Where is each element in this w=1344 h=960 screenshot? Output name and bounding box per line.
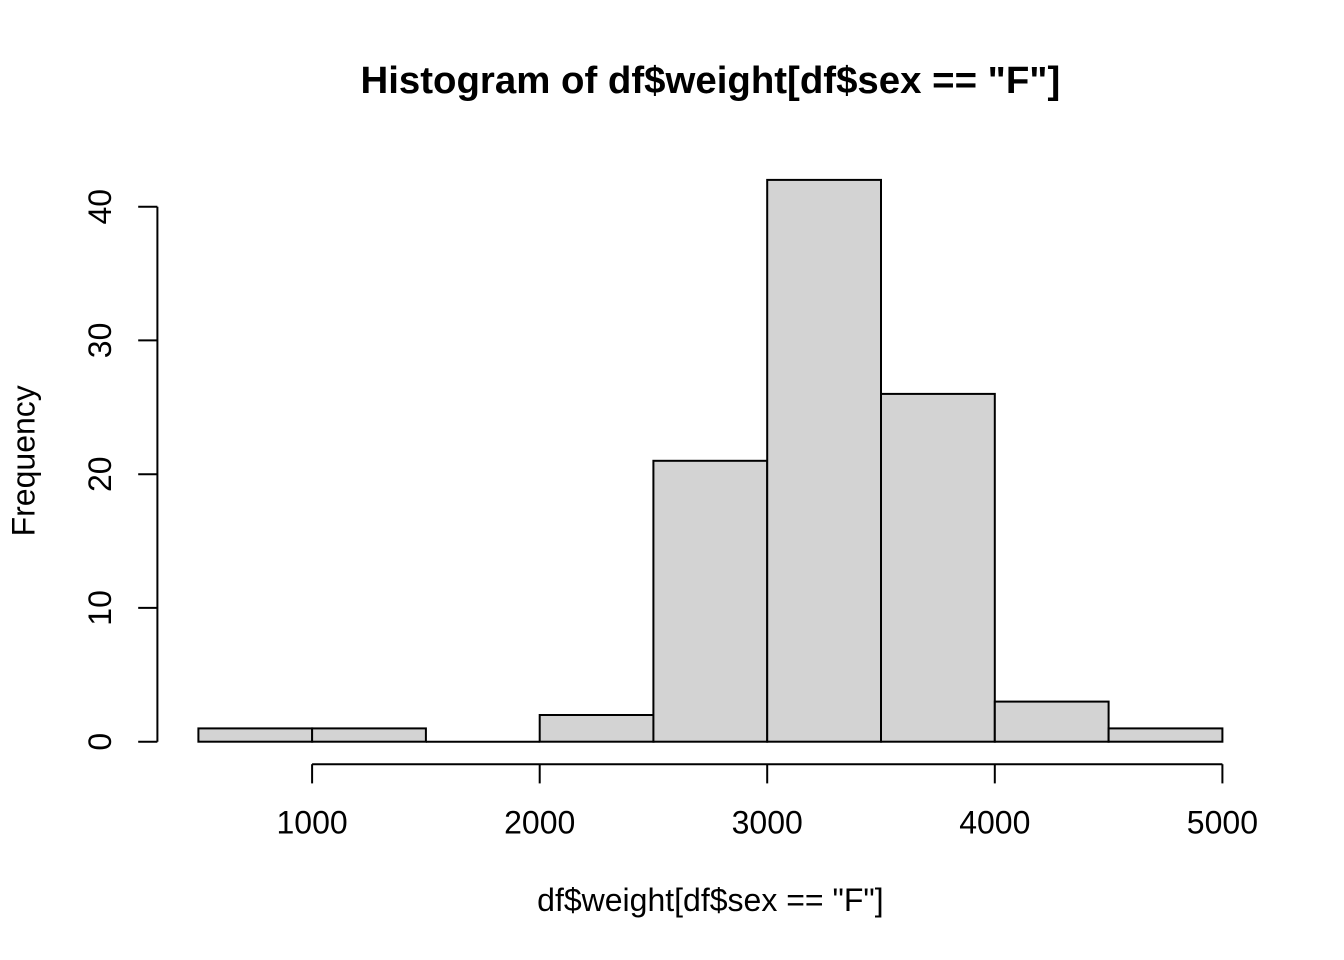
svg-text:Histogram of df$weight[df$sex: Histogram of df$weight[df$sex == "F"] — [360, 59, 1060, 102]
svg-text:4000: 4000 — [959, 805, 1030, 841]
svg-text:40: 40 — [82, 189, 118, 225]
svg-text:20: 20 — [82, 456, 118, 492]
svg-text:df$weight[df$sex == "F"]: df$weight[df$sex == "F"] — [537, 882, 883, 918]
svg-text:10: 10 — [82, 590, 118, 626]
svg-text:5000: 5000 — [1187, 805, 1258, 841]
svg-text:0: 0 — [82, 733, 118, 751]
svg-text:30: 30 — [82, 323, 118, 359]
svg-text:2000: 2000 — [504, 805, 575, 841]
svg-text:Frequency: Frequency — [6, 385, 42, 536]
svg-text:1000: 1000 — [277, 805, 348, 841]
svg-text:3000: 3000 — [732, 805, 803, 841]
